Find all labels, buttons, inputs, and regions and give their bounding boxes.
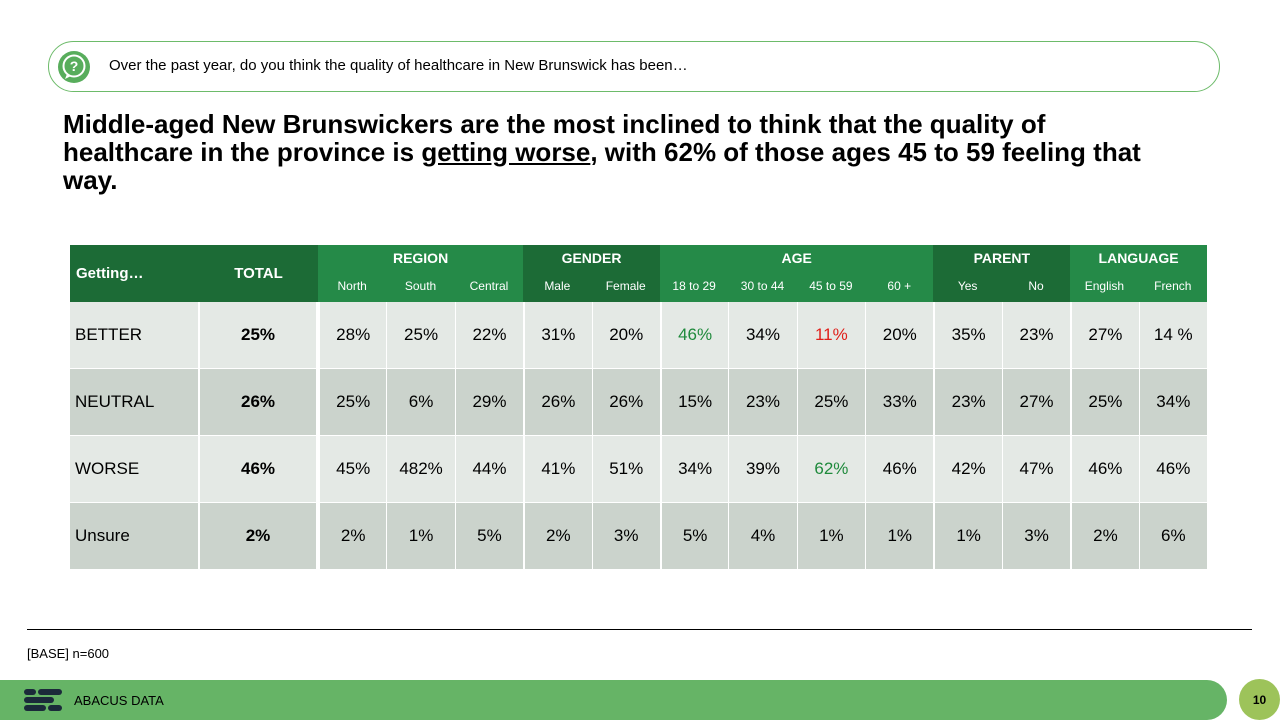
brand-name: ABACUS DATA xyxy=(74,693,164,708)
data-cell: 33% xyxy=(865,369,934,436)
data-cell: 11% xyxy=(796,302,866,369)
data-cell: 2% xyxy=(1070,503,1139,570)
data-cell: 6% xyxy=(386,369,455,436)
data-cell: 482% xyxy=(386,436,455,503)
data-cell: 51% xyxy=(591,436,660,503)
data-cell: 46% xyxy=(659,302,729,369)
group-header: REGION xyxy=(318,245,524,270)
row-label: Unsure xyxy=(70,503,198,570)
data-cell: 34% xyxy=(728,302,797,369)
total-cell: 2% xyxy=(200,503,316,570)
data-cell: 1% xyxy=(386,503,455,570)
data-cell: 34% xyxy=(659,436,729,503)
data-cell: 46% xyxy=(865,436,934,503)
group-header: PARENT xyxy=(933,245,1071,270)
data-cell: 34% xyxy=(1138,369,1207,436)
data-cell: 1% xyxy=(865,503,934,570)
question-box xyxy=(48,41,1220,92)
data-cell: 62% xyxy=(796,436,866,503)
column-header: South xyxy=(386,270,455,302)
group-header: GENDER xyxy=(523,245,660,270)
column-header: French xyxy=(1138,270,1207,302)
data-cell: 3% xyxy=(591,503,660,570)
data-cell: 25% xyxy=(1070,369,1139,436)
data-cell: 44% xyxy=(454,436,524,503)
question-icon: ? xyxy=(58,51,90,83)
data-cell: 41% xyxy=(523,436,592,503)
data-cell: 4% xyxy=(728,503,797,570)
column-header: 18 to 29 xyxy=(659,270,729,302)
row-label: NEUTRAL xyxy=(70,369,198,436)
data-cell: 26% xyxy=(523,369,592,436)
data-cell: 25% xyxy=(796,369,866,436)
column-header: No xyxy=(1001,270,1071,302)
data-cell: 2% xyxy=(523,503,592,570)
data-cell: 3% xyxy=(1001,503,1071,570)
headline-text: , with 62% of those ages 45 to 59 feelin… xyxy=(63,137,1141,195)
page-number: 10 xyxy=(1239,679,1280,720)
column-header: Yes xyxy=(933,270,1002,302)
data-cell: 46% xyxy=(1138,436,1207,503)
footer-bar xyxy=(0,680,1227,720)
group-header: LANGUAGE xyxy=(1070,245,1207,270)
data-cell: 39% xyxy=(728,436,797,503)
data-cell: 1% xyxy=(796,503,866,570)
total-cell: 46% xyxy=(200,436,316,503)
data-cell: 47% xyxy=(1001,436,1071,503)
data-cell: 20% xyxy=(865,302,934,369)
headline-emphasis: getting worse xyxy=(421,137,591,167)
row-label: WORSE xyxy=(70,436,198,503)
column-header: 30 to 44 xyxy=(728,270,797,302)
headline-text: Middle-aged New Brunswickers are the mos… xyxy=(63,109,1046,167)
data-cell: 42% xyxy=(933,436,1002,503)
footer-rule xyxy=(27,629,1252,630)
data-cell: 27% xyxy=(1070,302,1139,369)
data-cell: 46% xyxy=(1070,436,1139,503)
row-label: BETTER xyxy=(70,302,198,369)
total-cell: 25% xyxy=(200,302,316,369)
column-header: Central xyxy=(454,270,524,302)
column-header: 45 to 59 xyxy=(796,270,866,302)
data-cell: 27% xyxy=(1001,369,1071,436)
column-header: North xyxy=(318,270,387,302)
headline: Middle-aged New Brunswickers are the mos… xyxy=(63,110,1173,194)
data-cell: 31% xyxy=(523,302,592,369)
data-cell: 22% xyxy=(454,302,524,369)
data-cell: 1% xyxy=(933,503,1002,570)
data-cell: 20% xyxy=(591,302,660,369)
data-cell: 15% xyxy=(659,369,729,436)
column-header: English xyxy=(1070,270,1139,302)
column-header: 60 + xyxy=(865,270,934,302)
svg-text:?: ? xyxy=(70,58,79,74)
data-cell: 23% xyxy=(1001,302,1071,369)
data-cell: 45% xyxy=(318,436,387,503)
data-cell: 26% xyxy=(591,369,660,436)
column-header: Male xyxy=(523,270,592,302)
footnote: [BASE] n=600 xyxy=(27,646,110,661)
data-cell: 14 % xyxy=(1138,302,1207,369)
header-cell: Getting… xyxy=(70,245,199,302)
data-cell: 23% xyxy=(933,369,1002,436)
header-cell: TOTAL xyxy=(199,245,318,302)
group-header: AGE xyxy=(659,245,934,270)
data-cell: 2% xyxy=(318,503,387,570)
data-cell: 29% xyxy=(454,369,524,436)
total-cell: 26% xyxy=(200,369,316,436)
data-cell: 5% xyxy=(659,503,729,570)
brand-logo xyxy=(24,689,62,711)
question-text: Over the past year, do you think the qua… xyxy=(109,57,688,74)
data-cell: 5% xyxy=(454,503,524,570)
column-header: Female xyxy=(591,270,660,302)
data-cell: 28% xyxy=(318,302,387,369)
data-cell: 25% xyxy=(318,369,387,436)
data-cell: 25% xyxy=(386,302,455,369)
data-cell: 35% xyxy=(933,302,1002,369)
data-cell: 23% xyxy=(728,369,797,436)
data-cell: 6% xyxy=(1138,503,1207,570)
